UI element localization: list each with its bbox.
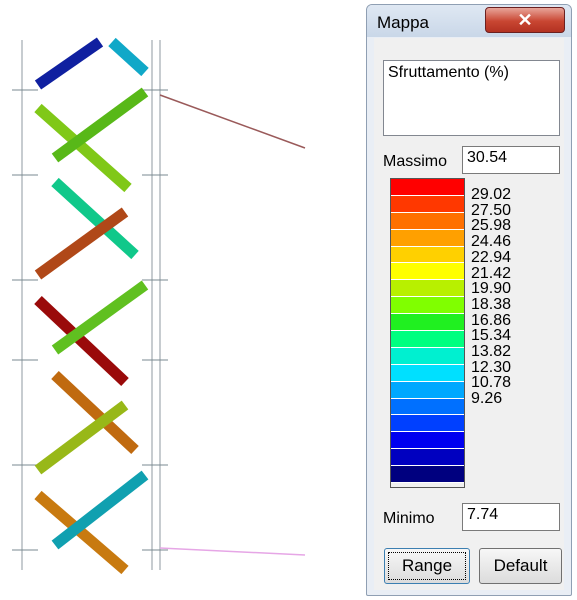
- color-step: [391, 449, 464, 467]
- link-line-lower: [159, 547, 306, 556]
- scale-tick-label: 29.02: [471, 186, 512, 203]
- color-step: [391, 381, 464, 399]
- node-markers: [12, 89, 168, 551]
- min-label: Minimo: [383, 510, 435, 527]
- max-field[interactable]: 30.54: [462, 146, 560, 174]
- max-label: Massimo: [383, 153, 448, 170]
- scale-tick-label: 24.46: [471, 233, 512, 251]
- scale-tick-label: 10.78: [471, 374, 512, 392]
- color-step: [391, 364, 464, 382]
- scale-tick-label: 19.90: [471, 280, 512, 298]
- truss-view: [12, 37, 306, 575]
- color-step: [391, 195, 464, 213]
- color-step: [391, 229, 464, 247]
- color-step: [391, 466, 464, 484]
- scale-tick-label: 12.30: [471, 358, 512, 376]
- link-line-upper: [159, 94, 306, 149]
- color-step: [391, 297, 464, 315]
- scale-tick-label: 15.34: [471, 327, 512, 345]
- scale-tick-label: 18.38: [471, 295, 512, 313]
- scale-tick-label: 21.42: [471, 264, 512, 282]
- color-step: [391, 347, 464, 365]
- color-step: [391, 280, 464, 298]
- close-button[interactable]: ✕: [485, 7, 565, 33]
- color-step: [391, 212, 464, 230]
- scale-tick-label: 22.94: [471, 248, 512, 266]
- scale-tick-label: 13.82: [471, 343, 512, 361]
- scale-tick-label: 25.98: [471, 217, 512, 235]
- legend-body: Sfruttamento (%) Massimo 30.54 29.02 27.5…: [374, 38, 564, 590]
- quantity-description: Sfruttamento (%): [383, 60, 560, 136]
- color-step: [391, 398, 464, 416]
- color-step: [391, 246, 464, 264]
- color-scale: [390, 178, 465, 488]
- color-step: [391, 415, 464, 433]
- color-step: [391, 432, 464, 450]
- scale-ticks: 29.02 27.50 25.98 24.46 22.94 21.42 19.90 18.38…: [471, 187, 511, 407]
- color-step: [391, 331, 464, 348]
- diagonal-members: [34, 37, 149, 575]
- color-step: [391, 179, 464, 196]
- scale-tick-label: 27.50: [471, 201, 512, 219]
- default-button[interactable]: Default: [479, 548, 562, 584]
- color-step: [391, 314, 464, 332]
- title-bar[interactable]: Mappa ✕: [367, 5, 571, 37]
- range-button[interactable]: Range: [384, 548, 470, 584]
- legend-window: Mappa ✕ Sfruttamento (%) Massimo 30.54 2…: [366, 4, 572, 596]
- color-step: [391, 263, 464, 281]
- scale-tick-label: 9.26: [471, 390, 503, 408]
- min-field[interactable]: 7.74: [462, 503, 560, 531]
- model-viewport[interactable]: [0, 0, 320, 600]
- window-title: Mappa: [377, 13, 429, 32]
- scale-tick-label: 16.86: [471, 311, 512, 329]
